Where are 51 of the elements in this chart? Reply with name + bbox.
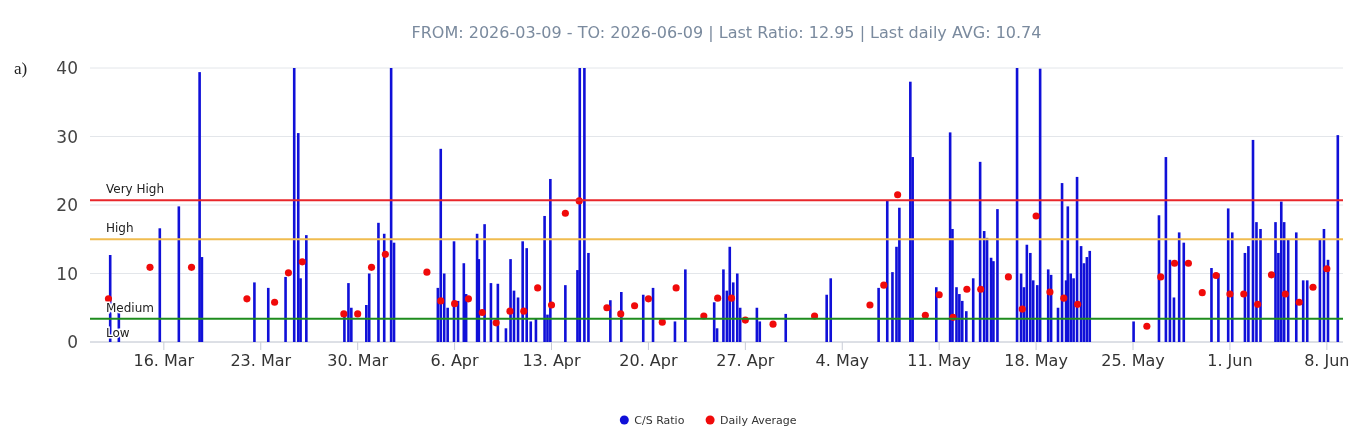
legend-label: Daily Average (720, 414, 797, 427)
bar (1305, 280, 1309, 342)
bar (583, 68, 586, 342)
y-tick-label: 30 (56, 126, 78, 147)
bar (898, 207, 901, 342)
bar (305, 235, 308, 342)
bar (996, 209, 999, 342)
y-tick-label: 40 (56, 58, 78, 78)
bar (722, 269, 725, 342)
bar (439, 148, 443, 342)
bar (543, 215, 546, 342)
bar (377, 222, 380, 342)
ref-line-label: Very High (106, 182, 165, 197)
x-tick-label: 8. Jun (1304, 351, 1350, 370)
x-tick-label: 25. May (1101, 351, 1165, 370)
bar (1247, 246, 1250, 342)
x-tick-label: 16. Mar (133, 351, 195, 370)
legend-label: C/S Ratio (634, 414, 685, 427)
chart-title: FROM: 2026-03-09 - TO: 2026-06-09 | Last Ratio: 12.95 | Last daily AVG: 10.74 (411, 23, 1042, 42)
bar (253, 282, 256, 342)
bar (641, 294, 645, 342)
bar (735, 273, 739, 342)
x-tick-label: 23. Mar (230, 351, 292, 370)
x-tick-label: 18. May (1004, 351, 1068, 370)
x-tick-label: 27. Apr (716, 351, 775, 370)
bar (877, 287, 880, 342)
bar (1088, 250, 1092, 342)
x-tick-label: 13. Apr (522, 351, 582, 370)
y-tick-label: 20 (56, 195, 78, 215)
bar (784, 313, 788, 342)
x-tick-label: 20. Apr (619, 351, 678, 370)
bar (1210, 268, 1213, 342)
bar (684, 269, 687, 342)
x-tick-label: 6. Apr (430, 351, 480, 370)
text: a) (14, 59, 28, 78)
bar (347, 283, 350, 342)
ref-line-label: High (106, 221, 134, 236)
bar (564, 285, 567, 342)
bar (266, 287, 270, 342)
bar (1274, 222, 1277, 342)
x-tick-label: 11. May (907, 351, 971, 370)
y-tick-label: 0 (67, 332, 78, 352)
y-tick-label: 10 (56, 263, 78, 284)
bar (971, 278, 975, 342)
x-tick-label: 1. Jun (1207, 351, 1253, 370)
bar (292, 68, 296, 342)
bar (1132, 321, 1135, 342)
x-tick-label: 4. May (815, 351, 869, 370)
bar (198, 72, 201, 342)
x-tick-label: 30. Mar (327, 351, 389, 370)
bar (829, 278, 833, 342)
